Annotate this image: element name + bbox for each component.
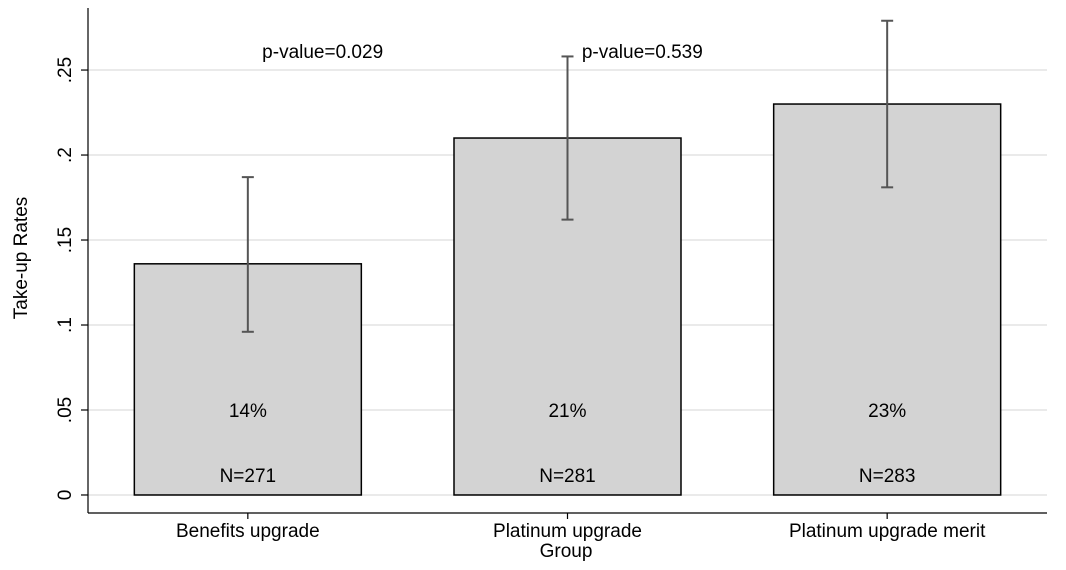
n-label: N=283 bbox=[859, 466, 916, 487]
annotation: p-value=0.539 bbox=[582, 42, 703, 63]
value-label: 14% bbox=[229, 401, 267, 422]
y-tick-label: .15 bbox=[55, 227, 76, 253]
annotation: p-value=0.029 bbox=[262, 42, 383, 63]
y-tick-label: .2 bbox=[55, 147, 76, 163]
x-tick-label: Platinum upgrade merit bbox=[789, 521, 986, 542]
x-tick-label: Platinum upgrade bbox=[493, 521, 642, 542]
y-tick-label: 0 bbox=[55, 490, 76, 501]
x-axis-title: Group bbox=[540, 541, 593, 562]
y-axis-title: Take-up Rates bbox=[11, 197, 32, 320]
value-label: 23% bbox=[868, 401, 906, 422]
y-tick-label: .1 bbox=[55, 317, 76, 333]
value-label: 21% bbox=[548, 401, 586, 422]
n-label: N=271 bbox=[220, 466, 277, 487]
y-tick-label: .05 bbox=[55, 397, 76, 423]
n-label: N=281 bbox=[539, 466, 596, 487]
x-tick-label: Benefits upgrade bbox=[176, 521, 320, 542]
bar bbox=[772, 103, 1002, 496]
y-tick-label: .25 bbox=[55, 57, 76, 83]
